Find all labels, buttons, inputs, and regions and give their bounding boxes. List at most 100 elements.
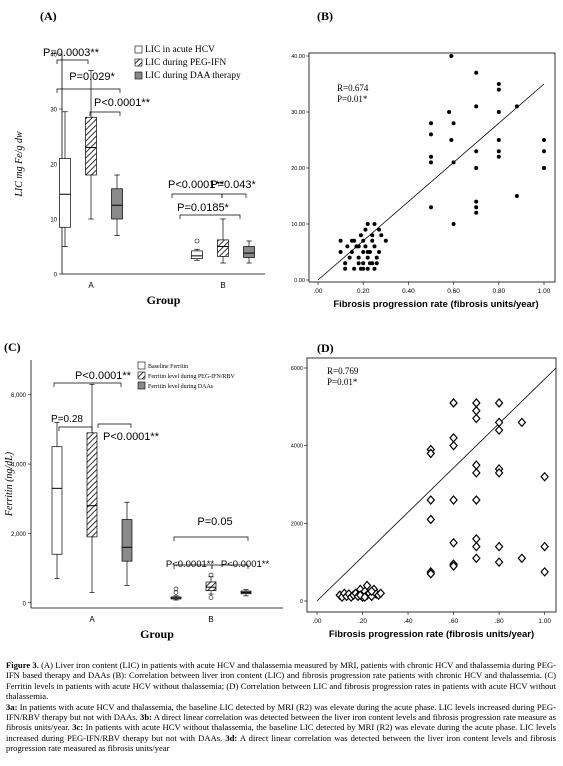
data-point	[472, 398, 481, 408]
stat-annotation: P=0.01*	[327, 377, 358, 387]
caption-text-3b: A direct linear correlation was detected…	[6, 712, 557, 733]
data-point	[370, 233, 375, 238]
caption-text-3a: In patients with acute HCV and thalassem…	[6, 701, 556, 723]
panel-label: (B)	[317, 9, 333, 23]
data-point	[494, 398, 504, 408]
data-point	[383, 238, 388, 243]
data-point	[365, 222, 370, 226]
y-tick-label: 6000	[291, 366, 303, 372]
data-point	[449, 495, 458, 505]
data-point	[494, 557, 504, 568]
significance-bracket	[56, 59, 89, 64]
data-point	[377, 227, 382, 232]
data-point	[356, 255, 361, 260]
box-2-0	[111, 188, 123, 220]
legend-swatch	[137, 381, 146, 390]
p-value-annotation: P<0.0001**	[103, 431, 160, 443]
data-point	[542, 166, 546, 170]
plot-frame	[308, 52, 556, 283]
y-tick-label: 0	[54, 273, 58, 279]
data-point	[362, 580, 372, 591]
y-tick-label: 2000	[291, 521, 303, 527]
significance-bracket	[171, 193, 223, 198]
data-point	[374, 261, 379, 266]
data-point	[540, 471, 549, 482]
data-point	[449, 537, 458, 548]
data-point	[540, 541, 549, 552]
legend-entry: Ferritin level during DAAs	[148, 384, 214, 390]
data-point	[449, 138, 454, 142]
data-point	[343, 261, 348, 266]
data-point	[429, 160, 433, 165]
y-tick-label: 2,000	[11, 532, 27, 538]
data-point	[449, 561, 458, 571]
data-point	[377, 250, 382, 254]
data-point	[474, 210, 479, 215]
data-point	[494, 425, 504, 436]
data-point	[447, 110, 452, 114]
data-point	[352, 238, 357, 243]
data-point	[472, 553, 481, 564]
data-point	[514, 194, 519, 198]
legend-swatch	[137, 371, 146, 380]
data-point	[474, 70, 479, 75]
data-point	[449, 440, 458, 451]
data-point	[494, 541, 504, 552]
panel-label: (A)	[40, 9, 57, 23]
y-tick-label: 4000	[291, 444, 303, 450]
panel-A: (A) 0 10 20 30 40 LIC mg Fe/g dw A B Group LIC in …	[14, 9, 265, 307]
legend-swatch	[137, 361, 146, 370]
data-point	[496, 149, 501, 154]
y-tick-label: 30	[50, 108, 57, 114]
data-point	[517, 417, 527, 428]
data-point	[370, 261, 375, 266]
x-category-label: B	[220, 281, 225, 290]
data-point	[474, 166, 479, 170]
x-tick-label: .00	[313, 288, 322, 295]
caption-label-3c: 3c:	[72, 722, 84, 733]
outlier-point	[173, 590, 179, 595]
x-tick-label: 1.00	[538, 288, 551, 295]
data-point	[361, 250, 366, 254]
data-point	[542, 138, 546, 142]
data-point	[361, 266, 366, 271]
data-point	[347, 255, 352, 260]
caption-text-3c: In patients with acute HCV without thala…	[6, 722, 556, 743]
data-point	[370, 238, 375, 243]
y-tick-label: 40	[50, 53, 57, 59]
stat-annotation: R=0.769	[327, 366, 359, 376]
p-value-annotation: P<0.0001**	[166, 559, 215, 570]
plot-frame	[306, 357, 557, 613]
y-tick-label: 10	[50, 218, 57, 224]
y-tick-label: 20	[50, 163, 57, 169]
caption-main: (A) Liver iron content (LIC) in patients…	[6, 660, 557, 702]
data-point	[451, 121, 456, 126]
data-point	[338, 238, 343, 243]
data-point	[429, 154, 433, 159]
data-point	[372, 222, 377, 226]
data-point	[365, 266, 370, 271]
box-1-0	[85, 116, 97, 176]
y-tick-label: 4,000	[11, 463, 27, 469]
data-point	[449, 398, 458, 408]
panel-label: (D)	[317, 341, 334, 355]
data-point	[451, 222, 456, 226]
data-point	[426, 495, 436, 505]
data-point	[356, 244, 361, 249]
data-point	[472, 467, 481, 478]
data-point	[449, 54, 454, 58]
data-point	[365, 250, 370, 254]
data-point	[517, 553, 527, 564]
caption-text-3d: A direct linear correlation was detected…	[6, 732, 556, 754]
x-category-label: A	[88, 281, 94, 290]
p-value-annotation: P<0.0001**	[94, 97, 151, 109]
data-point	[472, 405, 481, 416]
legend-entry: Ferritin level during PEG-IFN/RBV	[148, 374, 235, 380]
data-point	[496, 154, 501, 159]
x-tick-label: .80	[495, 618, 504, 625]
x-tick-label: .00	[312, 618, 321, 625]
x-axis-label: Fibrosis progression rate (fibrosis unit…	[329, 629, 534, 640]
outlier-point	[173, 586, 179, 592]
x-category-label: B	[208, 615, 213, 624]
data-point	[496, 82, 501, 86]
